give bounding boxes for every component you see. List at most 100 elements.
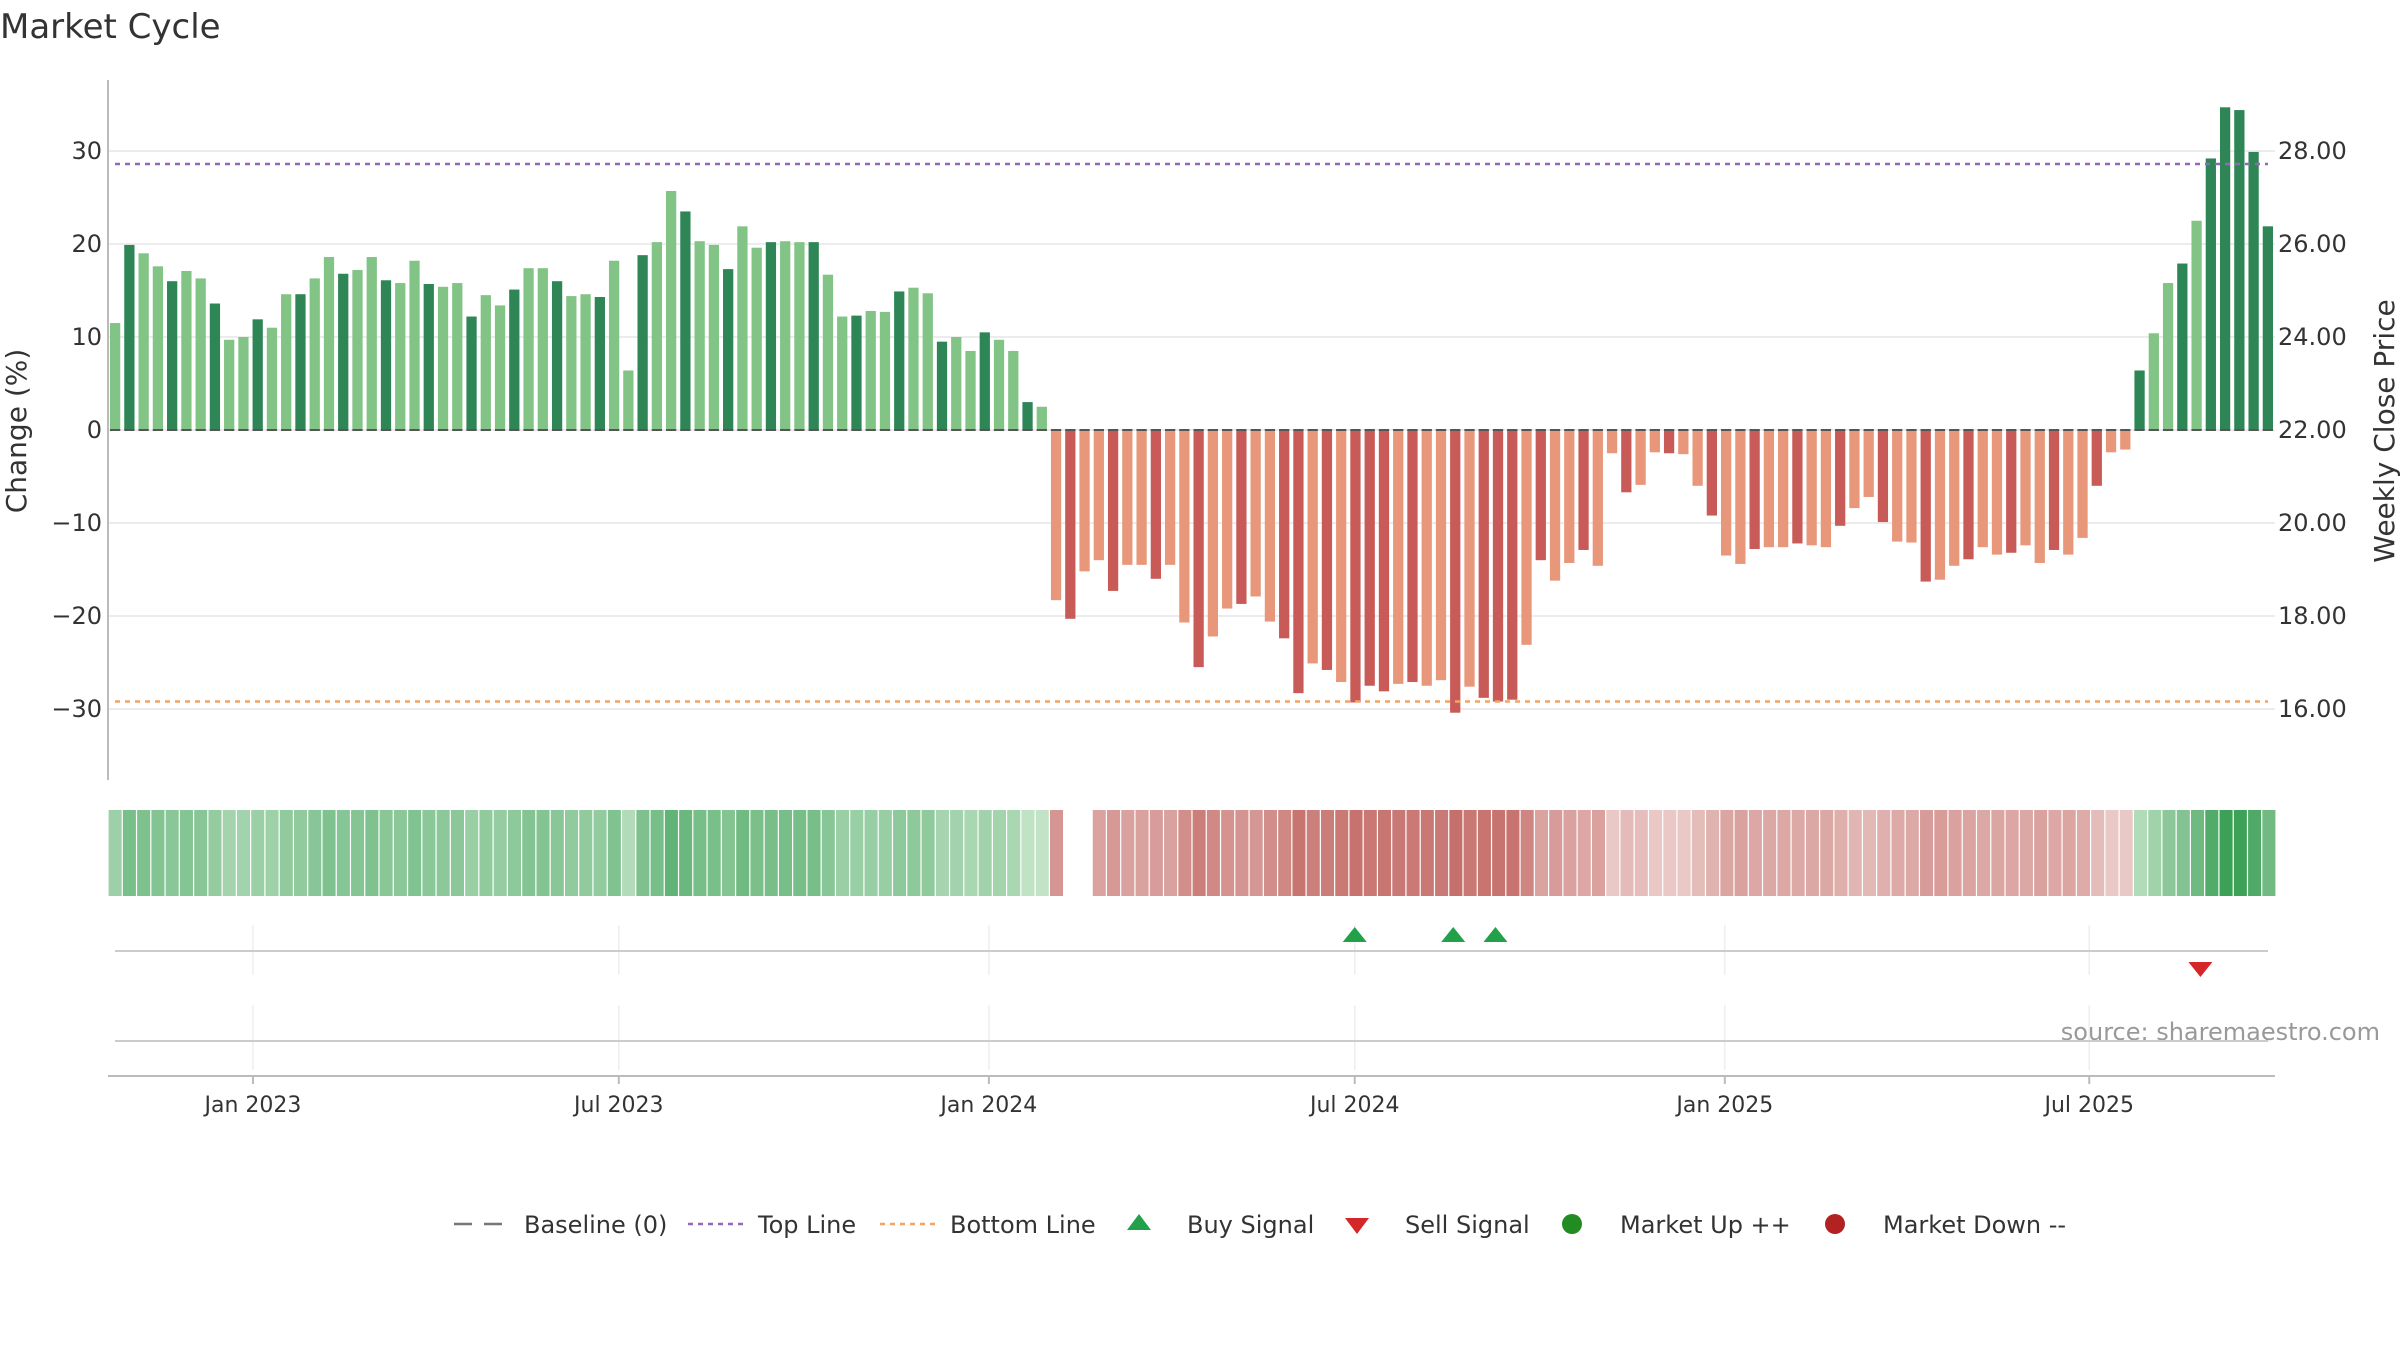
- bar: [409, 260, 420, 430]
- heat-cell: [1720, 810, 1734, 896]
- bar-series: [110, 107, 2273, 713]
- x-axis: Jan 2023 Jul 2023 Jan 2024 Jul 2024 Jan 2025…: [108, 1075, 2275, 1118]
- heat-cell: [2062, 810, 2076, 896]
- heat-cell: [1520, 810, 1534, 896]
- y-tick-label: −30: [51, 695, 102, 723]
- bar: [1820, 430, 1832, 548]
- heat-cell: [1549, 810, 1563, 896]
- bar: [694, 241, 705, 430]
- signal-panel: [115, 927, 2268, 1042]
- heat-cell: [2205, 810, 2219, 896]
- y-tick-label: 30: [71, 137, 102, 165]
- bar: [1279, 430, 1290, 639]
- bar: [1492, 430, 1504, 702]
- heat-cell: [2219, 810, 2233, 896]
- bar: [922, 293, 933, 430]
- heat-cell: [964, 810, 978, 896]
- bar: [1093, 430, 1104, 561]
- bar: [2177, 263, 2188, 430]
- bar: [224, 339, 235, 430]
- bar: [1222, 430, 1233, 609]
- y2-tick-label: 18.00: [2278, 602, 2347, 630]
- heat-cell: [1834, 810, 1848, 896]
- bar: [2048, 430, 2060, 550]
- bar: [110, 323, 121, 430]
- bar: [1236, 430, 1247, 604]
- heat-cell: [1862, 810, 1877, 896]
- heat-cell: [322, 810, 336, 896]
- bar: [1535, 430, 1546, 561]
- legend-label: Sell Signal: [1405, 1211, 1530, 1239]
- heat-cell: [992, 810, 1006, 896]
- heat-cell: [2105, 810, 2119, 896]
- bar: [737, 226, 748, 430]
- sell-signal-marker: [2188, 962, 2213, 977]
- heat-cell: [1221, 810, 1235, 896]
- heat-cell: [1591, 810, 1606, 896]
- heat-cell: [1135, 810, 1149, 896]
- heat-cell: [1677, 810, 1691, 896]
- bar: [2063, 430, 2074, 555]
- bar: [1720, 430, 1732, 556]
- bar: [751, 247, 762, 430]
- bar: [1378, 430, 1390, 692]
- heat-cell: [265, 810, 279, 896]
- chart-title: Market Cycle: [0, 7, 221, 47]
- bar: [623, 370, 634, 430]
- bar: [1507, 430, 1518, 700]
- heat-cell: [1078, 810, 1092, 896]
- heat-cell: [1235, 810, 1249, 896]
- heat-cell: [1406, 810, 1420, 896]
- heat-cell: [978, 810, 992, 896]
- legend: Baseline (0) Top Line Bottom Line Buy Signa…: [454, 1211, 2066, 1239]
- heat-cell: [1848, 810, 1862, 896]
- heat-cell: [1534, 810, 1548, 896]
- bar: [979, 332, 990, 430]
- bar: [936, 341, 948, 430]
- heat-cell: [2005, 810, 2019, 896]
- bar: [765, 242, 777, 430]
- heat-cell: [1092, 810, 1106, 896]
- heat-cell: [1035, 810, 1049, 896]
- bar: [2020, 430, 2031, 546]
- bar: [1307, 430, 1318, 664]
- y-tick-label: 0: [87, 416, 102, 444]
- bar: [566, 296, 577, 430]
- heat-cell: [1278, 810, 1292, 896]
- bar: [352, 270, 363, 430]
- heat-cell: [1064, 810, 1078, 896]
- heat-cell: [1477, 810, 1491, 896]
- bar: [1963, 430, 1974, 560]
- heat-cell: [1577, 810, 1591, 896]
- heat-cell: [2019, 810, 2033, 896]
- bar: [480, 295, 491, 430]
- bar: [1578, 430, 1589, 550]
- bar: [1792, 430, 1803, 544]
- bar: [423, 283, 434, 430]
- bar: [1749, 430, 1760, 550]
- bar: [822, 274, 834, 430]
- bar: [1393, 430, 1404, 684]
- buy-signal-marker: [1342, 927, 1367, 942]
- heat-cell: [2233, 810, 2247, 896]
- heat-cell: [137, 810, 151, 896]
- bar: [1364, 430, 1375, 686]
- bar: [908, 287, 919, 430]
- heat-cell: [764, 810, 778, 896]
- heat-cell: [1263, 810, 1277, 896]
- heat-cell: [622, 810, 636, 896]
- legend-swatch-sell: [1345, 1218, 1369, 1234]
- bar: [951, 337, 962, 430]
- y-tick-label: −10: [51, 509, 102, 537]
- bar: [1663, 430, 1675, 454]
- bar: [309, 278, 320, 430]
- heat-cell: [1178, 810, 1192, 896]
- y-tick-label: 20: [71, 230, 102, 258]
- bar: [1250, 430, 1261, 597]
- heat-cell: [1634, 810, 1648, 896]
- x-tick-label: Jan 2025: [1674, 1093, 1773, 1118]
- legend-item-dot-orange: Bottom Line: [880, 1211, 1096, 1239]
- bar: [794, 242, 805, 430]
- bar: [1164, 430, 1176, 565]
- heat-cell: [165, 810, 179, 896]
